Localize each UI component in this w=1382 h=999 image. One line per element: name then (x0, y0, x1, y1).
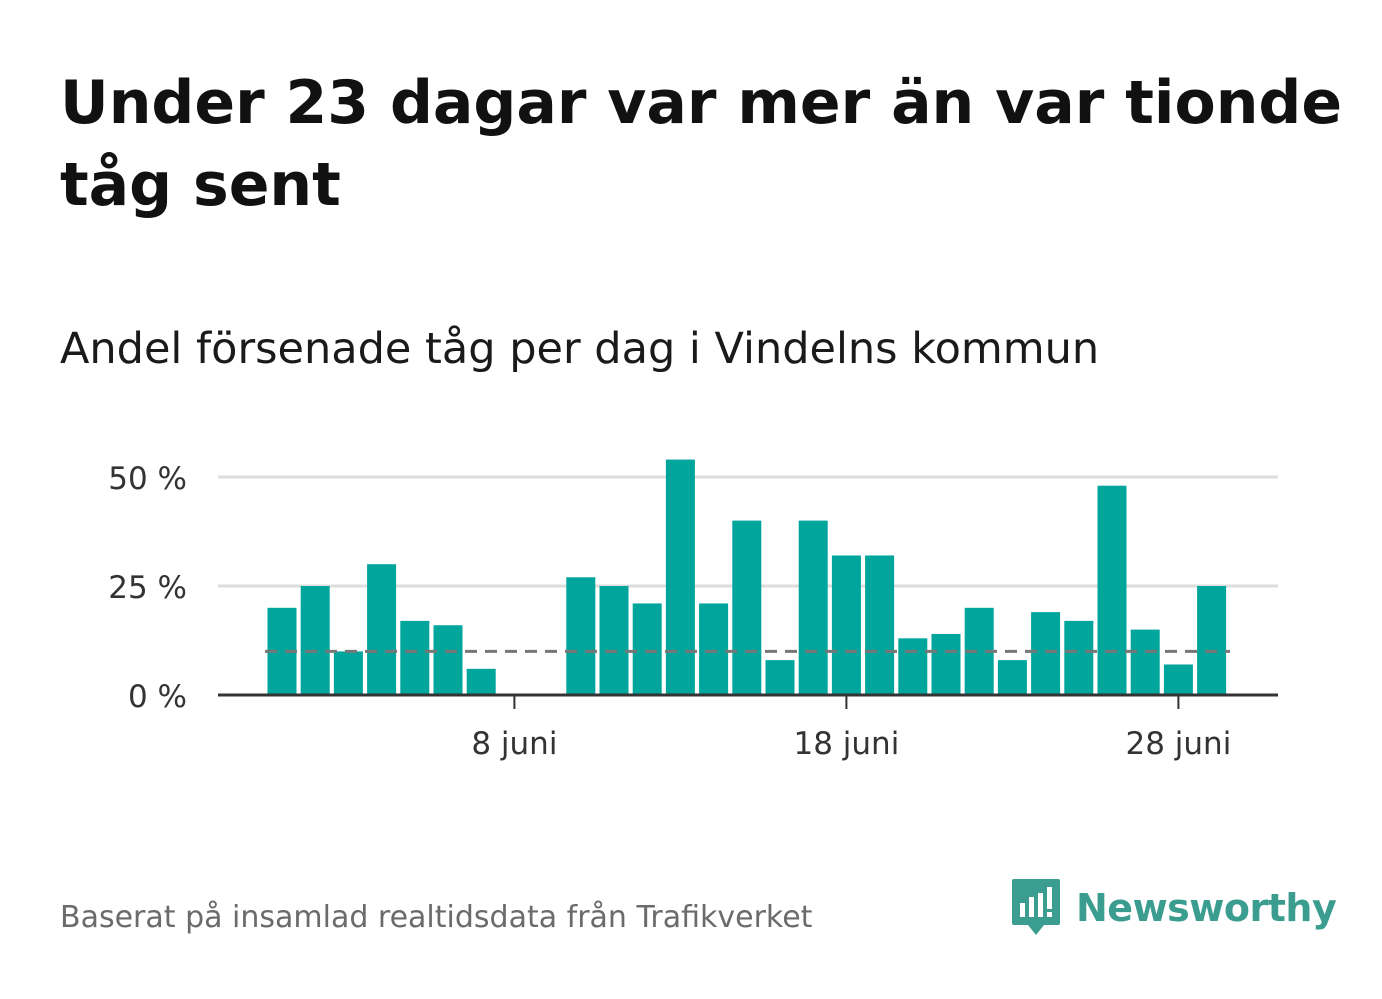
bar-chart: 0 % 25 % 50 % 8 juni 18 juni 28 juni (108, 459, 1278, 762)
chart-subtitle: Andel försenade tåg per dag i Vindelns k… (60, 324, 1100, 374)
bar (367, 564, 397, 695)
bar (898, 638, 928, 695)
y-tick-label: 25 % (108, 570, 187, 606)
x-tick-label: 18 juni (793, 726, 899, 762)
bar (665, 459, 695, 695)
bar (599, 586, 629, 695)
bar (632, 603, 662, 695)
bar (1197, 586, 1227, 695)
bar (765, 660, 795, 695)
brand-name: Newsworthy (1076, 886, 1337, 930)
bar (300, 586, 330, 695)
bar (400, 620, 430, 695)
bar (798, 520, 828, 695)
bar (831, 555, 861, 695)
bar (997, 660, 1027, 695)
bar (1097, 485, 1127, 695)
bar (566, 577, 596, 695)
bar (1130, 629, 1160, 695)
y-tick-label: 0 % (128, 679, 187, 715)
x-tick-label: 8 juni (471, 726, 557, 762)
brand: Newsworthy (1010, 876, 1337, 940)
newsworthy-logo-icon (1012, 879, 1060, 935)
bar (333, 651, 363, 695)
bar (1064, 620, 1094, 695)
bar (1031, 612, 1061, 695)
y-tick-label: 50 % (108, 461, 187, 497)
bar (865, 555, 895, 695)
bar (699, 603, 729, 695)
bar (1163, 664, 1193, 695)
bar (931, 633, 961, 695)
x-tick-label: 28 juni (1125, 726, 1231, 762)
chart-title: Under 23 dagar var mer än var tionde tåg… (60, 68, 1343, 220)
bar (433, 625, 463, 695)
source-note: Baserat på insamlad realtidsdata från Tr… (60, 900, 813, 935)
bar (466, 668, 496, 695)
bar (732, 520, 762, 695)
